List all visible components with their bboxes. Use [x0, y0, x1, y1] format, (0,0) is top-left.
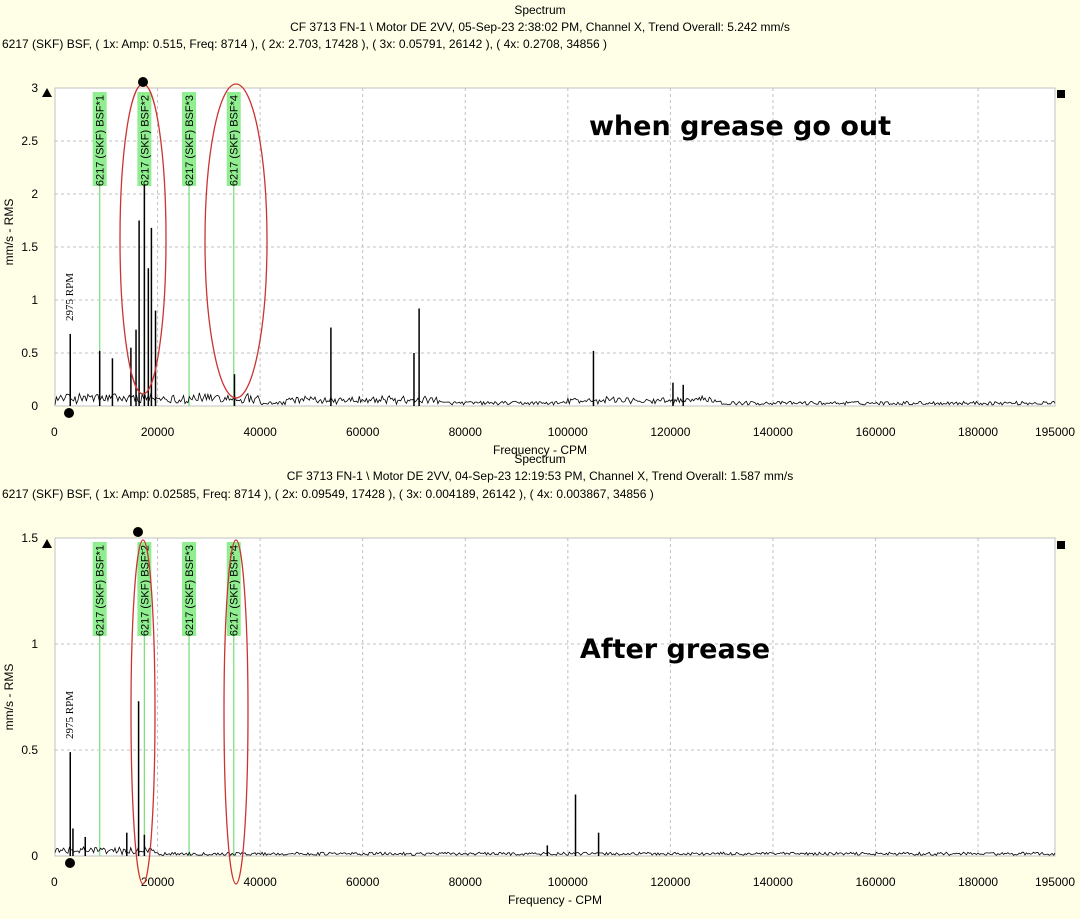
bsf-marker-label-bg	[137, 92, 152, 186]
x-tick-label: 20000	[141, 875, 175, 889]
plot-background	[54, 537, 1056, 857]
bsf-marker-label: 6217 (SKF) BSF*1	[95, 545, 107, 636]
y-tick-label: 1	[31, 293, 38, 307]
spectrum-panel-top: Spectrum CF 3713 FN-1 \ Motor DE 2VV, 05…	[2, 3, 1075, 457]
y-axis-label: mm/s - RMS	[2, 199, 16, 266]
bsf-marker-label-bg	[92, 92, 107, 186]
x-tick-label: 60000	[346, 875, 380, 889]
x-tick-label: 0	[51, 875, 58, 889]
spectrum-trace	[54, 845, 1056, 857]
y-tick-label: 0	[31, 849, 38, 863]
bsf-info: 6217 (SKF) BSF, ( 1x: Amp: 0.02585, Freq…	[2, 487, 654, 501]
cursor-bottom-marker-icon[interactable]	[65, 858, 75, 868]
x-tick-label: 160000	[855, 425, 895, 439]
x-tick-label: 160000	[855, 875, 895, 889]
rpm-label: 2975 RPM	[64, 273, 76, 321]
x-tick-label: 120000	[650, 875, 690, 889]
x-tick-label: 80000	[449, 875, 483, 889]
chart-subtitle: CF 3713 FN-1 \ Motor DE 2VV, 04-Sep-23 1…	[287, 469, 793, 483]
x-tick-label: 140000	[753, 875, 793, 889]
bsf-info: 6217 (SKF) BSF, ( 1x: Amp: 0.515, Freq: …	[2, 37, 607, 51]
x-tick-label: 100000	[548, 875, 588, 889]
bsf-marker-label-bg	[182, 542, 197, 636]
bsf-marker-label: 6217 (SKF) BSF*2	[139, 545, 151, 636]
x-tick-label: 40000	[243, 425, 277, 439]
y-tick-label: 2	[31, 187, 38, 201]
bsf-marker-label-bg	[137, 542, 152, 636]
chart-title: Spectrum	[514, 3, 565, 17]
y-tick-label: 1.5	[21, 531, 38, 545]
cursor-top-marker-icon[interactable]	[138, 77, 148, 87]
x-tick-label: 20000	[141, 425, 175, 439]
highlight-ellipse	[130, 539, 156, 885]
x-tick-label: 195000	[1035, 425, 1075, 439]
bsf-marker-label-bg	[92, 542, 107, 636]
bsf-marker-label: 6217 (SKF) BSF*2	[139, 95, 151, 186]
y-tick-label: 3	[31, 81, 38, 95]
bsf-marker-label: 6217 (SKF) BSF*3	[184, 545, 196, 636]
x-tick-label: 180000	[958, 425, 998, 439]
plot-area: 0 20000 40000 60000 80000 100000 120000 140000 1…	[21, 81, 1075, 439]
bsf-marker-label-bg	[182, 92, 197, 186]
y-axis-arrow-icon	[42, 539, 52, 548]
y-tick-label: 0.5	[21, 346, 38, 360]
x-tick-label: 140000	[753, 425, 793, 439]
bsf-marker-label-bg	[226, 92, 241, 186]
y-tick-label: 1.5	[21, 240, 38, 254]
scale-handle-icon[interactable]	[1057, 541, 1065, 549]
x-tick-label: 0	[51, 425, 58, 439]
cursor-bottom-marker-icon[interactable]	[64, 408, 74, 418]
spectrum-panel-bottom: Spectrum CF 3713 FN-1 \ Motor DE 2VV, 04…	[2, 452, 1075, 907]
chart-subtitle: CF 3713 FN-1 \ Motor DE 2VV, 05-Sep-23 2…	[290, 20, 790, 34]
bsf-marker-label: 6217 (SKF) BSF*3	[184, 95, 196, 186]
highlight-ellipse	[223, 539, 249, 885]
x-tick-label: 180000	[958, 875, 998, 889]
y-tick-label: 0	[31, 399, 38, 413]
x-tick-label: 40000	[243, 875, 277, 889]
y-tick-label: 2.5	[21, 134, 38, 148]
x-tick-label: 195000	[1035, 875, 1075, 889]
y-axis-label: mm/s - RMS	[2, 664, 16, 731]
y-tick-label: 0.5	[21, 743, 38, 757]
rpm-label: 2975 RPM	[64, 691, 76, 739]
annotation-text: when grease go out	[589, 111, 891, 142]
y-axis-arrow-icon	[42, 88, 52, 97]
bsf-marker-label: 6217 (SKF) BSF*4	[229, 95, 241, 186]
x-tick-label: 80000	[449, 425, 483, 439]
x-axis-label: Frequency - CPM	[493, 443, 587, 457]
scale-handle-icon[interactable]	[1057, 90, 1065, 98]
x-axis-label: Frequency - CPM	[508, 893, 602, 907]
x-tick-label: 60000	[346, 425, 380, 439]
spectrum-trace	[54, 392, 1056, 406]
x-tick-label: 100000	[548, 425, 588, 439]
bsf-marker-label: 6217 (SKF) BSF*1	[95, 95, 107, 186]
highlight-ellipse	[204, 83, 268, 399]
annotation-text: After grease	[580, 634, 770, 665]
chart-title: Spectrum	[514, 452, 565, 466]
bsf-marker-label: 6217 (SKF) BSF*4	[229, 545, 241, 636]
x-tick-label: 120000	[650, 425, 690, 439]
cursor-top-marker-icon[interactable]	[133, 527, 143, 537]
y-tick-label: 1	[31, 637, 38, 651]
plot-area: 0 20000 40000 60000 80000 100000 120000 140000 1…	[21, 531, 1075, 889]
